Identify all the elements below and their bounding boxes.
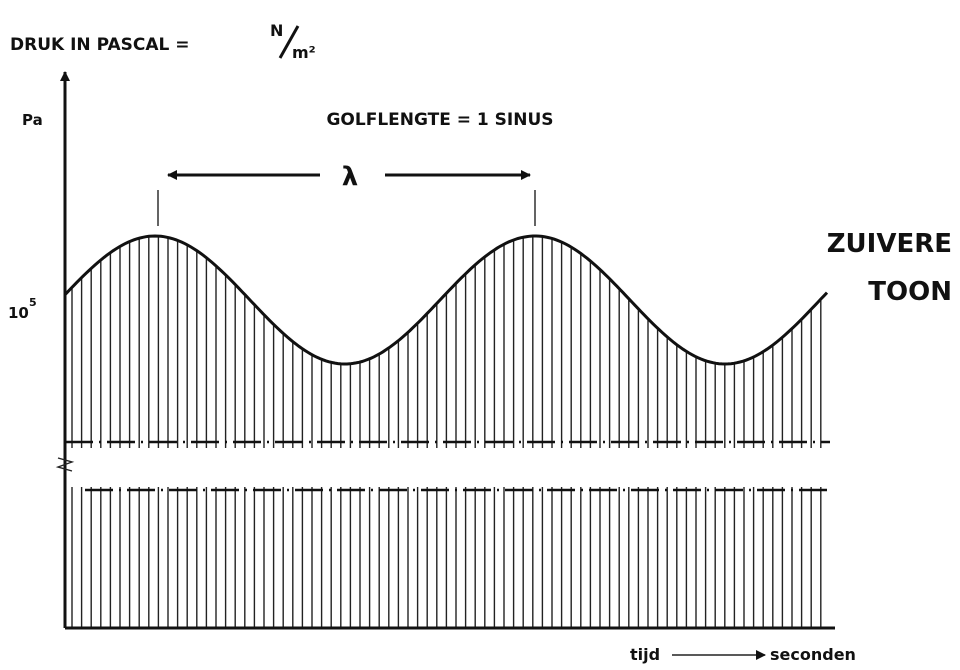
side-title: ZUIVERE bbox=[827, 229, 952, 259]
unit-slash bbox=[278, 25, 300, 59]
wavelength-label: GOLFLENGTE = 1 SINUS bbox=[326, 110, 553, 130]
header-label: DRUK IN PASCAL = bbox=[10, 35, 190, 55]
pressure-wave bbox=[63, 234, 829, 366]
side-title: TOON bbox=[868, 277, 952, 307]
x-axis-label-end: seconden bbox=[770, 645, 856, 664]
reference-exponent: 5 bbox=[29, 296, 37, 309]
unit-denominator: m² bbox=[292, 43, 316, 62]
x-axis-label-start: tijd bbox=[630, 645, 660, 664]
y-axis-label: Pa bbox=[22, 111, 43, 129]
unit-numerator: N bbox=[270, 21, 283, 40]
wavelength-symbol: λ bbox=[342, 162, 358, 192]
reference-base: 10 bbox=[8, 304, 29, 322]
hatching bbox=[71, 236, 822, 628]
axis-break bbox=[55, 457, 75, 472]
